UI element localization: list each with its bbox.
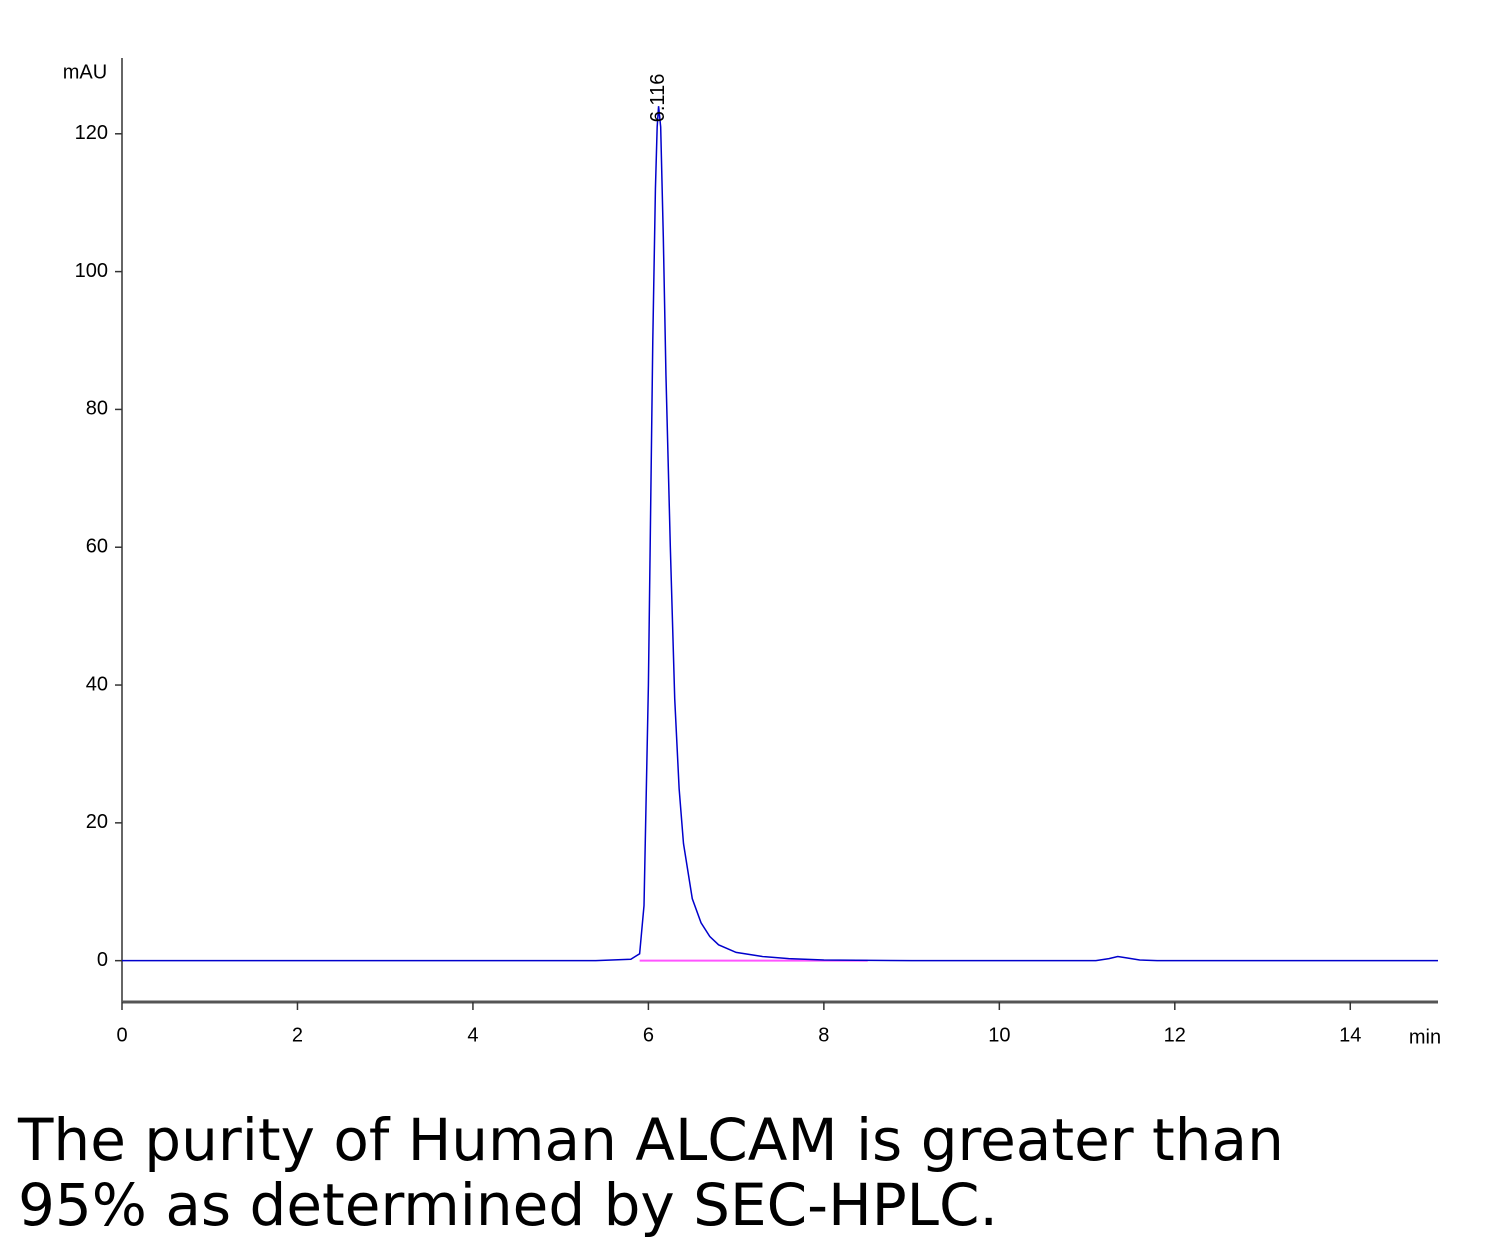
- x-axis-label: min: [1409, 1026, 1441, 1048]
- peak-label: 6.116: [647, 74, 669, 123]
- chromatogram-line: [122, 106, 1438, 962]
- x-tick-label: 14: [1339, 1024, 1361, 1046]
- x-tick-label: 2: [292, 1024, 303, 1046]
- y-tick-label: 80: [86, 398, 108, 420]
- y-tick-label: 0: [97, 949, 108, 971]
- x-tick-label: 4: [467, 1024, 478, 1046]
- y-tick-label: 100: [75, 260, 108, 282]
- y-tick-label: 20: [86, 811, 108, 833]
- x-tick-label: 10: [988, 1024, 1010, 1046]
- x-tick-label: 6: [643, 1024, 654, 1046]
- caption-line: 95% as determined by SEC-HPLC.: [18, 1171, 998, 1239]
- x-tick-label: 12: [1164, 1024, 1186, 1046]
- y-tick-label: 40: [86, 673, 108, 695]
- y-axis-label: mAU: [63, 61, 107, 83]
- y-tick-label: 120: [75, 122, 108, 144]
- y-tick-label: 60: [86, 536, 108, 558]
- x-tick-label: 8: [818, 1024, 829, 1046]
- caption-line: The purity of Human ALCAM is greater tha…: [17, 1106, 1284, 1174]
- x-tick-label: 0: [116, 1024, 127, 1046]
